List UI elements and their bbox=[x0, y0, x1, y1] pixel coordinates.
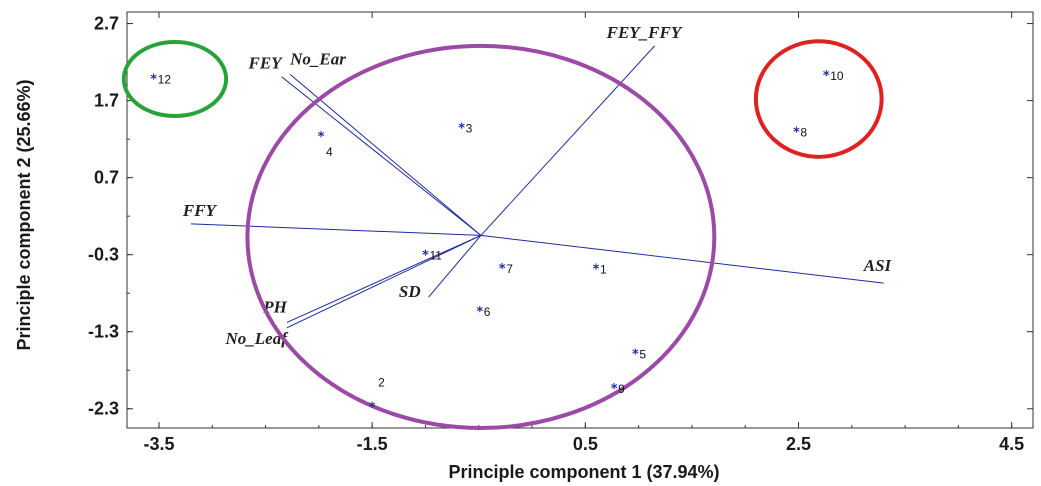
vector-line bbox=[289, 74, 482, 236]
y-tick-label: -0.3 bbox=[88, 245, 119, 265]
observation-points: * 1*2* 3*4* 5* 6* 7* 8* 9* 10* 11* 12 bbox=[150, 69, 844, 415]
point-marker: * bbox=[476, 305, 483, 320]
x-tick-label: 0.5 bbox=[573, 434, 598, 454]
point-marker: * bbox=[593, 263, 600, 278]
point-marker: * bbox=[369, 400, 376, 415]
vector-line bbox=[286, 234, 482, 323]
point-marker: * bbox=[499, 262, 506, 277]
axis-ticks: -3.5 -1.5 0.5 2.5 4.5 2.7 1.7 0.7 -0.3 -1.3 -2.3 bbox=[88, 12, 1033, 454]
vector-label: FFY bbox=[182, 201, 218, 220]
group-circle bbox=[121, 40, 229, 119]
x-axis-title: Principle component 1 (37.94%) bbox=[448, 462, 719, 482]
point-marker: * bbox=[793, 125, 800, 140]
point-label: 2 bbox=[378, 375, 385, 389]
x-tick-label: 2.5 bbox=[786, 434, 811, 454]
x-tick-label: 4.5 bbox=[999, 434, 1024, 454]
point-label: 8 bbox=[800, 125, 807, 139]
vector-line bbox=[281, 76, 482, 236]
vector-line bbox=[286, 234, 482, 329]
vector-line bbox=[480, 234, 884, 284]
point-marker: * bbox=[458, 122, 465, 137]
vector-label: PH bbox=[262, 297, 287, 316]
point-marker: * bbox=[632, 347, 639, 362]
vector-label: FEY bbox=[247, 54, 283, 73]
point-label: 1 bbox=[600, 263, 607, 277]
group-circle bbox=[245, 43, 717, 430]
vector-label: No_Leaf bbox=[225, 329, 290, 348]
vector-label: ASI bbox=[863, 256, 893, 275]
vector-line bbox=[480, 45, 655, 236]
point-marker: * bbox=[422, 249, 429, 264]
y-axis-title: Principle component 2 (25.66%) bbox=[14, 79, 34, 350]
vector-line bbox=[428, 235, 482, 298]
point-label: 10 bbox=[830, 69, 844, 83]
point-label: 6 bbox=[484, 305, 491, 319]
y-tick-label: 0.7 bbox=[94, 168, 119, 188]
point-marker: * bbox=[611, 382, 618, 397]
plot-border bbox=[126, 11, 1034, 429]
y-tick-label: 2.7 bbox=[94, 14, 119, 34]
group-circles bbox=[121, 39, 884, 430]
x-tick-label: -1.5 bbox=[357, 434, 388, 454]
vector-label: FEY_FFY bbox=[606, 23, 683, 42]
point-label: 7 bbox=[506, 262, 513, 276]
vector-label: SD bbox=[399, 282, 421, 301]
variable-vectors: FEY_FFY FEY No_Ear FFY ASI SD PH No_Leaf bbox=[182, 23, 893, 348]
point-label: 11 bbox=[429, 249, 442, 263]
point-label: 3 bbox=[466, 122, 473, 136]
x-tick-label: -3.5 bbox=[143, 434, 174, 454]
vector-line bbox=[190, 223, 481, 236]
point-label: 12 bbox=[158, 72, 172, 86]
point-marker: * bbox=[150, 72, 157, 87]
point-marker: * bbox=[823, 69, 830, 84]
group-circle bbox=[753, 39, 884, 159]
plot-frame bbox=[126, 11, 1034, 429]
vector-label: No_Ear bbox=[289, 49, 346, 68]
y-tick-label: 1.7 bbox=[94, 91, 119, 111]
point-label: 9 bbox=[618, 382, 625, 396]
point-label: 4 bbox=[326, 145, 333, 159]
point-label: 5 bbox=[639, 347, 646, 361]
y-tick-label: -2.3 bbox=[88, 399, 119, 419]
point-marker: * bbox=[318, 130, 325, 145]
y-tick-label: -1.3 bbox=[88, 322, 119, 342]
